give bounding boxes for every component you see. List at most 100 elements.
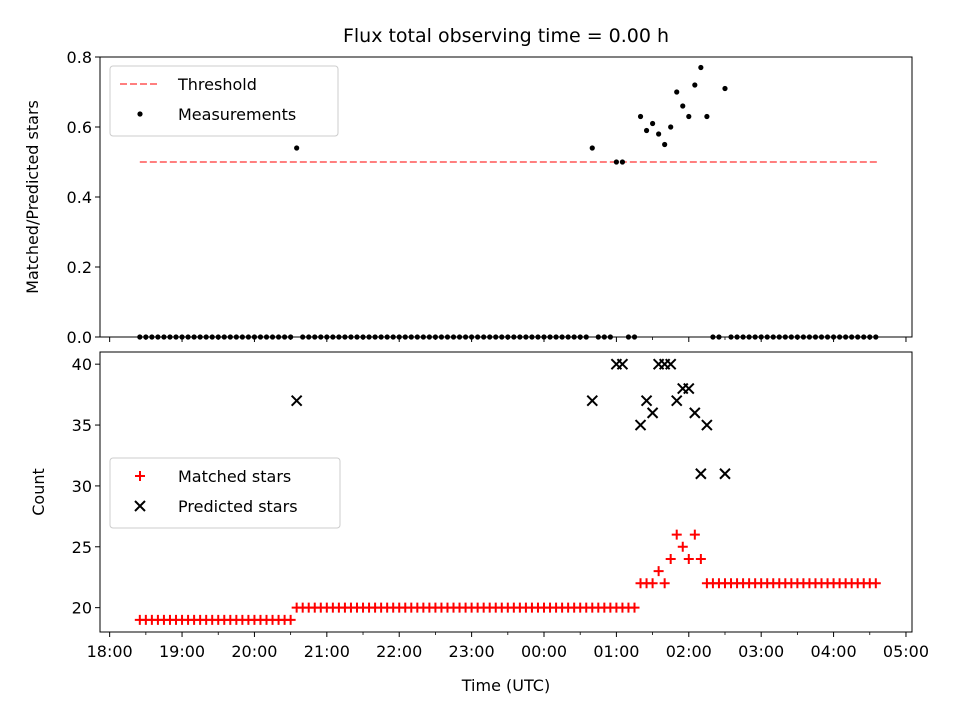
- matched-star-point: [665, 553, 676, 564]
- measurement-point: [432, 334, 439, 340]
- measurement-point: [523, 334, 529, 340]
- matched-star-point: [629, 602, 640, 613]
- measurement-point: [396, 334, 402, 340]
- legend-box: [109, 65, 339, 137]
- measurement-point: [704, 113, 710, 120]
- measurement-point: [601, 334, 607, 340]
- measurement-point: [752, 334, 758, 340]
- matched-star-point: [671, 529, 682, 540]
- measurement-point: [143, 334, 149, 340]
- measurement-point: [275, 334, 282, 340]
- measurement-point: [782, 334, 788, 340]
- measurement-point: [149, 334, 155, 340]
- x-tick-label: 23:00: [449, 642, 495, 661]
- predicted-star-point: [671, 394, 683, 407]
- predicted-star-point: [695, 468, 707, 480]
- x-tick-label: 20:00: [231, 642, 277, 661]
- bottom-axes: 20 25 30 35 40 18:00 19:00 20:00 21:00 22:00 23:0…: [29, 351, 929, 695]
- x-tick-label: 21:00: [304, 642, 350, 661]
- matched-star-point: [647, 578, 658, 589]
- predicted-star-point: [616, 358, 629, 370]
- measurement-point: [269, 334, 276, 340]
- predicted-star-point: [290, 394, 303, 407]
- predicted-star-point: [664, 358, 677, 370]
- measurement-point: [674, 89, 680, 95]
- measurement-point: [770, 334, 776, 340]
- measurement-point: [462, 334, 469, 340]
- measurement-point: [511, 334, 517, 340]
- measurement-point: [390, 334, 396, 340]
- legend-entry-label: Threshold: [177, 75, 257, 94]
- x-tick-label: 19:00: [159, 642, 205, 661]
- x-tick-label: 18:00: [87, 642, 133, 661]
- top-y-ticks: 0.0 0.2 0.4 0.6 0.8: [67, 48, 100, 347]
- measurement-point: [330, 334, 336, 340]
- measurement-point: [746, 334, 752, 340]
- measurement-point: [764, 334, 770, 340]
- measurement-point: [800, 334, 807, 340]
- y-tick-label: 0.2: [67, 258, 92, 277]
- measurement-point: [167, 334, 173, 340]
- measurement-point: [649, 120, 656, 127]
- measurement-point: [475, 334, 481, 340]
- measurement-point: [873, 334, 879, 340]
- measurement-point: [469, 334, 475, 340]
- measurement-point: [607, 334, 613, 340]
- legend-marker-swatch: [135, 471, 145, 481]
- legend-entry-label: Matched stars: [178, 467, 291, 486]
- measurement-point: [251, 334, 258, 340]
- bottom-x-ticks: 18:00 19:00 20:00 21:00 22:00 23:00 00:00 01:00…: [87, 632, 929, 661]
- measurement-point: [294, 145, 300, 151]
- y-tick-label: 40: [72, 355, 92, 374]
- predicted-star-point: [634, 419, 647, 431]
- y-tick-label: 20: [72, 599, 92, 618]
- predicted-star-point: [683, 382, 695, 395]
- measurement-point: [348, 334, 354, 340]
- measurement-point: [245, 334, 252, 340]
- measurement-point: [197, 334, 203, 340]
- measurement-point: [861, 334, 867, 340]
- measurement-point: [571, 334, 577, 340]
- measurement-point: [384, 334, 390, 340]
- top-axes: 0.00.20.40.60.8 Matched/Predicted stars …: [23, 48, 913, 347]
- measurement-point: [354, 334, 360, 340]
- measurement-point: [493, 334, 499, 340]
- bottom-y-ticks: 20 25 30 35 40: [72, 355, 100, 618]
- y-tick-label: 0.4: [67, 188, 92, 207]
- legend-marker-swatch: [137, 111, 143, 117]
- measurement-point: [668, 124, 674, 130]
- measurement-point: [824, 334, 831, 340]
- y-tick-label: 30: [72, 477, 92, 496]
- x-tick-label: 03:00: [738, 642, 784, 661]
- measurement-point: [818, 334, 825, 340]
- measurement-point: [577, 334, 583, 340]
- measurement-point: [565, 334, 571, 340]
- measurement-point: [456, 334, 463, 340]
- measurement-point: [360, 334, 366, 340]
- measurement-point: [716, 334, 722, 340]
- measurement-point: [257, 334, 264, 340]
- predicted-star-point: [646, 407, 659, 419]
- measurement-point: [619, 159, 626, 165]
- measurement-point: [499, 334, 505, 340]
- measurement-point: [686, 113, 692, 120]
- chart-title: Flux total observing time = 0.00 h: [343, 25, 669, 47]
- matched-star-point: [870, 578, 881, 589]
- y-tick-label: 0.8: [67, 48, 92, 67]
- measurement-point: [342, 334, 348, 340]
- measurement-point: [408, 334, 414, 340]
- measurement-point: [547, 334, 553, 340]
- measurement-point: [535, 334, 541, 340]
- measurement-point: [613, 159, 619, 165]
- measurement-point: [438, 334, 445, 340]
- predicted-star-point: [689, 407, 701, 419]
- measurement-point: [173, 334, 179, 340]
- x-tick-label: 22:00: [376, 642, 422, 661]
- measurement-point: [282, 334, 288, 340]
- measurement-point: [233, 334, 239, 340]
- measurement-point: [420, 334, 426, 340]
- measurement-point: [161, 334, 167, 340]
- measurement-point: [541, 334, 547, 340]
- bottom-plot-frame: [99, 351, 913, 633]
